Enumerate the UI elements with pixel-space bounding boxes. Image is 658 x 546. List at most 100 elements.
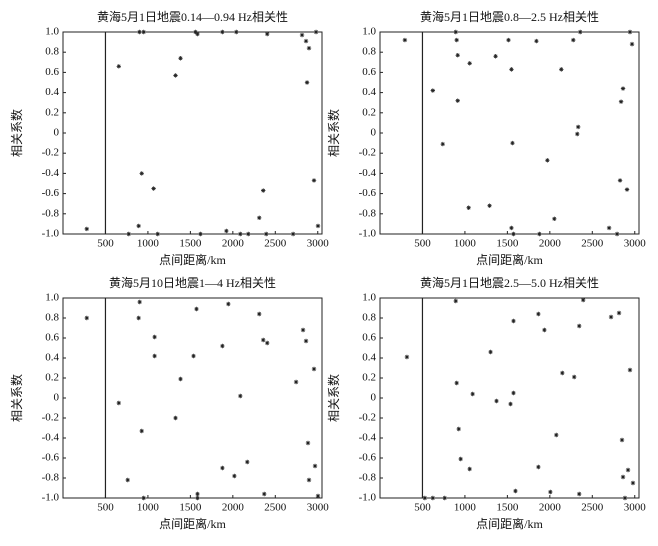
point xyxy=(622,495,628,501)
y-tick-label: 0.2 xyxy=(45,372,59,384)
point xyxy=(265,31,270,37)
y-tick-label: -0.6 xyxy=(42,187,60,199)
point xyxy=(536,464,541,470)
point xyxy=(422,495,428,501)
y-tick-label: 0.4 xyxy=(362,352,376,364)
point xyxy=(404,354,410,360)
point xyxy=(494,398,499,404)
y-tick-label: -0.6 xyxy=(359,187,377,199)
y-tick-label: 0.2 xyxy=(362,372,376,384)
point xyxy=(619,437,625,443)
point xyxy=(537,231,542,237)
y-tick-label: 1.0 xyxy=(362,26,376,38)
panel-title: 黄海5月1日地震0.14—0.94 Hz相关性 xyxy=(97,9,288,24)
point xyxy=(141,495,146,501)
y-tick-label: -0.4 xyxy=(42,432,60,444)
plot-frame xyxy=(62,31,323,235)
point xyxy=(245,459,250,465)
x-tick-label: 1000 xyxy=(454,238,477,250)
point xyxy=(458,456,463,462)
point xyxy=(581,297,586,303)
point xyxy=(509,225,514,231)
point xyxy=(402,37,408,43)
point xyxy=(305,440,311,446)
plot-frame xyxy=(379,31,640,235)
x-axis-label: 点间距离/km xyxy=(159,516,226,531)
x-tick-label: 2000 xyxy=(539,502,562,514)
point xyxy=(193,29,198,35)
point xyxy=(257,311,262,317)
point xyxy=(614,231,620,237)
y-tick-label: -1.0 xyxy=(42,228,60,240)
point xyxy=(136,315,141,321)
point xyxy=(625,467,631,473)
panel-title: 黄海5月1日地震2.5—5.0 Hz相关性 xyxy=(420,275,599,290)
point xyxy=(575,131,580,137)
point xyxy=(312,463,318,469)
point xyxy=(511,390,516,396)
point xyxy=(141,29,146,35)
point xyxy=(560,370,565,376)
y-tick-label: -0.4 xyxy=(359,432,377,444)
point xyxy=(261,188,266,193)
point xyxy=(552,216,557,222)
y-tick-label: 0.4 xyxy=(45,86,59,98)
y-tick-label: -0.4 xyxy=(359,167,377,179)
point xyxy=(467,61,472,66)
point xyxy=(455,53,460,58)
point xyxy=(125,477,130,483)
x-tick-label: 2000 xyxy=(539,238,562,250)
x-tick-label: 1000 xyxy=(454,502,477,514)
y-tick-label: -0.2 xyxy=(42,412,59,424)
point xyxy=(264,231,269,237)
point xyxy=(195,491,200,497)
point xyxy=(116,64,121,69)
point xyxy=(306,477,312,483)
y-tick-label: -0.4 xyxy=(42,167,60,179)
point xyxy=(315,493,321,499)
point xyxy=(304,80,310,85)
y-tick-label: 0.6 xyxy=(362,332,376,344)
point xyxy=(126,231,131,237)
x-tick-label: 2500 xyxy=(581,238,604,250)
point xyxy=(306,45,312,51)
x-tick-label: 1000 xyxy=(137,238,160,250)
point xyxy=(313,29,319,35)
point xyxy=(299,32,305,38)
point xyxy=(548,489,553,495)
point xyxy=(430,88,436,93)
x-tick-label: 1500 xyxy=(179,238,202,250)
y-tick-label: 0 xyxy=(54,392,60,404)
x-tick-label: 1500 xyxy=(179,502,202,514)
y-tick-label: 0.2 xyxy=(45,106,59,118)
point xyxy=(84,315,89,321)
point xyxy=(178,56,183,61)
point xyxy=(303,38,309,44)
x-tick-label: 2500 xyxy=(581,502,604,514)
point xyxy=(173,73,178,78)
x-tick-label: 500 xyxy=(414,238,431,250)
point xyxy=(493,54,498,59)
plot-frame xyxy=(379,297,640,499)
point xyxy=(173,415,178,421)
point xyxy=(195,495,200,501)
y-tick-label: -0.8 xyxy=(359,207,377,219)
point xyxy=(311,178,317,183)
x-tick-label: 500 xyxy=(414,502,431,514)
y-tick-label: 1.0 xyxy=(45,292,59,304)
point xyxy=(510,140,515,146)
point xyxy=(542,327,547,333)
point xyxy=(116,400,121,406)
point xyxy=(442,495,447,501)
point xyxy=(262,491,267,497)
y-tick-label: -0.2 xyxy=(359,147,376,159)
point xyxy=(136,223,141,229)
point xyxy=(511,318,516,324)
y-tick-label: -1.0 xyxy=(42,492,60,504)
x-tick-label: 1500 xyxy=(496,238,519,250)
point xyxy=(506,37,511,43)
y-tick-label: -0.8 xyxy=(42,472,60,484)
x-tick-label: 2000 xyxy=(222,502,245,514)
point xyxy=(226,301,231,307)
x-tick-label: 500 xyxy=(97,238,114,250)
